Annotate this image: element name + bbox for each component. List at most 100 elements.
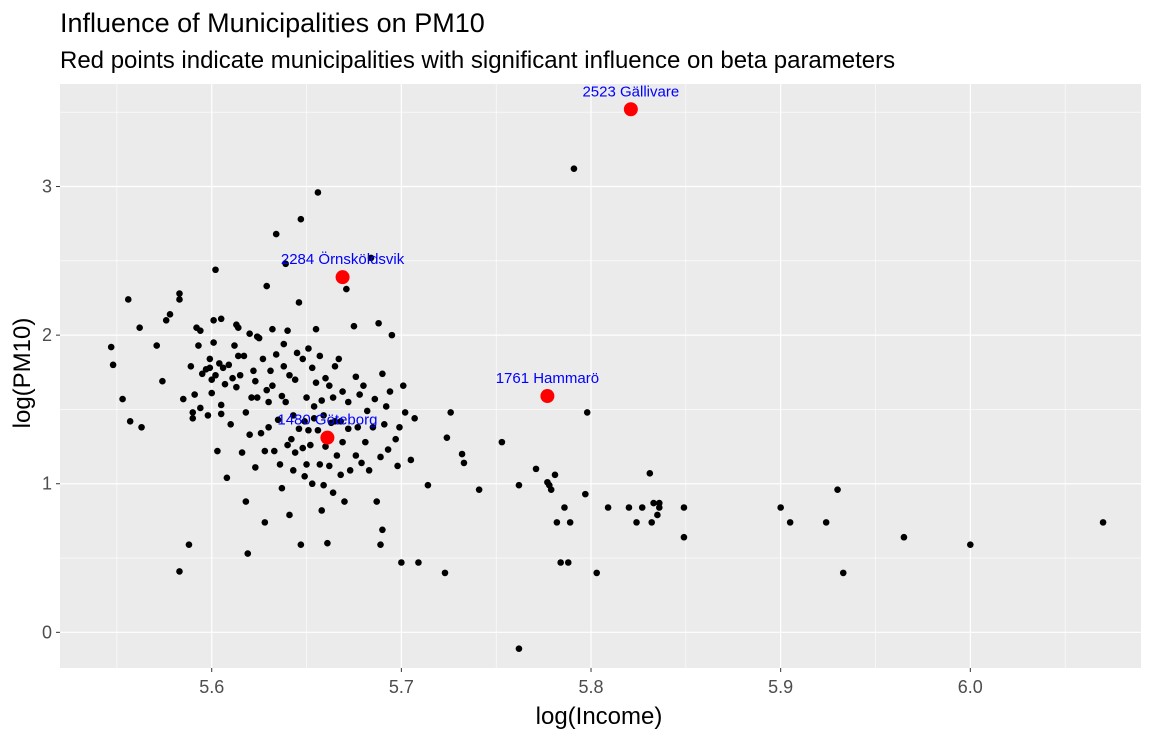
data-point	[263, 282, 271, 290]
data-point	[229, 374, 236, 382]
data-point	[326, 382, 333, 389]
data-point	[343, 285, 350, 293]
data-point	[234, 352, 242, 360]
data-point	[198, 370, 206, 378]
data-point	[267, 367, 274, 375]
data-point	[214, 447, 221, 455]
data-point	[274, 416, 282, 424]
data-point	[197, 404, 204, 412]
data-point	[310, 415, 318, 422]
data-point	[289, 412, 297, 419]
data-point	[333, 452, 341, 459]
data-point	[564, 559, 572, 566]
data-point	[301, 418, 308, 425]
data-point	[248, 394, 255, 401]
data-point	[839, 569, 847, 577]
data-point	[316, 352, 324, 360]
data-point	[206, 355, 214, 363]
data-point	[234, 324, 242, 332]
data-point	[593, 569, 601, 577]
data-point	[278, 484, 286, 492]
data-point	[271, 447, 278, 455]
data-point	[680, 504, 688, 511]
data-point	[189, 415, 197, 422]
data-point	[119, 395, 126, 403]
data-point	[269, 325, 276, 333]
data-point	[331, 363, 339, 370]
influential-point	[540, 389, 555, 404]
data-point	[217, 410, 225, 418]
data-point	[282, 260, 289, 268]
data-point	[223, 474, 231, 482]
data-point	[187, 363, 195, 370]
data-point	[337, 471, 344, 479]
major-gridlines	[60, 84, 1141, 668]
data-point	[369, 423, 377, 431]
data-point	[240, 352, 248, 360]
data-points	[107, 165, 1107, 652]
chart-subtitle: Red points indicate municipalities with …	[60, 47, 895, 74]
data-point	[1099, 519, 1107, 526]
data-point	[246, 431, 253, 438]
data-point	[354, 423, 362, 431]
data-point	[377, 541, 384, 548]
x-tick-label: 6.0	[958, 677, 983, 697]
data-point	[210, 339, 217, 346]
data-point	[396, 423, 403, 431]
data-point	[411, 415, 418, 422]
data-point	[227, 420, 234, 428]
data-point	[532, 465, 540, 473]
data-point	[217, 401, 225, 409]
data-point	[375, 319, 382, 327]
influential-point	[335, 270, 350, 285]
data-point	[291, 449, 299, 456]
data-point	[322, 443, 329, 450]
data-point	[339, 438, 346, 446]
data-point	[339, 388, 346, 395]
data-point	[310, 403, 318, 410]
data-point	[252, 377, 259, 385]
data-point	[318, 397, 326, 404]
data-point	[138, 423, 145, 431]
data-point	[308, 364, 316, 372]
data-point	[286, 511, 293, 519]
data-point	[280, 363, 288, 370]
data-point	[583, 409, 591, 416]
data-point	[834, 486, 841, 493]
data-point	[392, 435, 399, 443]
data-point	[153, 342, 161, 349]
plot-panel	[60, 84, 1141, 668]
data-point	[299, 444, 307, 452]
data-point	[604, 504, 612, 511]
data-point	[381, 420, 388, 428]
data-point	[341, 498, 348, 505]
data-point	[424, 481, 432, 489]
data-point	[329, 489, 337, 496]
data-point	[441, 569, 449, 577]
data-point	[231, 342, 238, 349]
data-point	[162, 316, 170, 324]
influential-point-label: 1480 Göteborg	[277, 412, 377, 429]
data-point	[204, 412, 212, 419]
data-point	[269, 382, 276, 389]
data-point	[136, 324, 143, 332]
data-point	[633, 519, 640, 526]
data-point	[316, 461, 324, 468]
data-point	[654, 511, 661, 519]
minor-gridlines	[60, 84, 1141, 668]
data-point	[293, 349, 301, 357]
data-point	[398, 559, 405, 566]
data-point	[124, 296, 132, 303]
y-axis-ticks: 0 1 2 3	[42, 177, 60, 642]
data-point	[219, 364, 227, 372]
data-point	[253, 394, 261, 401]
data-point	[356, 391, 363, 398]
data-point	[388, 331, 396, 339]
data-point	[297, 541, 305, 548]
data-point	[312, 379, 320, 386]
data-point	[415, 559, 422, 566]
data-point	[386, 388, 394, 395]
data-point	[195, 342, 202, 349]
data-point	[282, 398, 289, 406]
data-point	[208, 389, 216, 397]
